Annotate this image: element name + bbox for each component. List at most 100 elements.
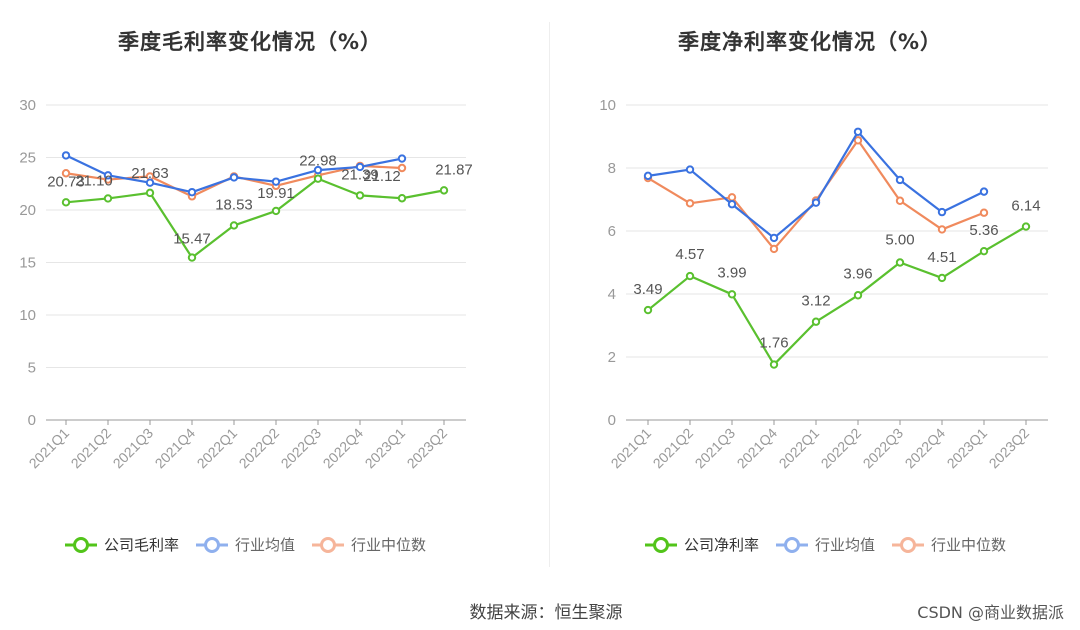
y-tick-label: 6 (608, 223, 616, 240)
data-label: 3.12 (801, 293, 830, 310)
y-tick-label: 5 (28, 360, 36, 377)
x-tick-label: 2022Q1 (194, 425, 241, 472)
y-tick-label: 2 (608, 349, 616, 366)
data-label: 3.96 (843, 265, 872, 282)
legend-label: 行业中位数 (351, 536, 427, 554)
data-label: 6.14 (1011, 198, 1040, 215)
data-point (685, 199, 695, 208)
legend-label: 行业均值 (235, 536, 296, 554)
data-label: 3.49 (633, 281, 662, 298)
data-point (895, 196, 905, 205)
legend-label: 行业均值 (815, 536, 876, 554)
data-point (811, 317, 821, 326)
data-point (727, 193, 737, 202)
data-point (397, 154, 407, 163)
x-tick-label: 2023Q2 (404, 425, 451, 472)
data-point (187, 187, 197, 197)
legend-line-marker-icon (312, 536, 345, 553)
legend-item-industry-mean[interactable]: 行业均值 (195, 534, 295, 555)
y-tick-label: 10 (599, 97, 616, 114)
x-tick-label: 2022Q4 (320, 425, 367, 472)
data-label: 21.10 (75, 172, 113, 189)
x-tick-label: 2022Q3 (278, 425, 325, 472)
series-line (647, 130, 985, 240)
legend-line-marker-icon (776, 536, 809, 553)
panel-divider (549, 22, 550, 567)
data-label: 20.73 (47, 173, 85, 190)
data-label: 19.91 (257, 185, 295, 202)
data-label: 1.76 (759, 335, 788, 352)
x-tick-label: 2021Q3 (110, 425, 157, 472)
legend-item-industry-median[interactable]: 行业中位数 (311, 534, 426, 555)
net-margin-panel: 季度净利率变化情况（%） 0 2 4 6 8 10 2021Q1 2021Q2 2021Q3 20… (540, 0, 1080, 590)
data-point (61, 151, 71, 160)
chart-title: 季度净利率变化情况（%） (677, 30, 943, 54)
data-point (397, 163, 407, 173)
legend-line-marker-icon (645, 536, 677, 553)
y-tick-label: 10 (19, 307, 36, 324)
data-label: 5.36 (969, 222, 998, 239)
x-tick-label: 2021Q2 (68, 425, 115, 472)
data-label: 21.39 (341, 166, 379, 183)
chart-legend: 公司毛利率 行业均值 行业中位数 (64, 534, 426, 555)
data-point (313, 165, 323, 175)
data-point (145, 178, 155, 187)
x-tick-label: 2022Q4 (902, 425, 949, 472)
x-tick-label: 2021Q1 (608, 425, 655, 472)
data-point (769, 244, 779, 254)
gross-margin-panel: 季度毛利率变化情况（%） 0 5 10 15 20 25 30 2021Q1 2021Q2 202… (0, 0, 540, 590)
data-point (271, 206, 281, 216)
data-label: 18.53 (215, 196, 253, 213)
data-label: 21.63 (131, 165, 169, 182)
chart-legend: 公司净利率 行业均值 行业中位数 (644, 534, 1006, 555)
data-point (61, 198, 71, 207)
chart-title: 季度毛利率变化情况（%） (117, 30, 383, 54)
legend-label: 公司净利率 (684, 536, 760, 554)
data-point (313, 174, 323, 183)
legend-item-company[interactable]: 公司毛利率 (64, 534, 179, 555)
data-label: 21.87 (435, 161, 473, 178)
x-tick-label: 2022Q2 (236, 425, 283, 472)
x-tick-label: 2023Q1 (362, 425, 409, 472)
data-point (853, 291, 863, 300)
y-tick-label: 0 (608, 412, 616, 429)
data-point (103, 194, 113, 203)
legend-item-industry-median[interactable]: 行业中位数 (891, 534, 1006, 555)
data-point (439, 186, 449, 195)
data-point (229, 221, 239, 230)
y-tick-label: 20 (19, 202, 36, 219)
data-point (853, 127, 863, 136)
data-point (979, 246, 989, 256)
x-tick-label: 2022Q2 (818, 425, 865, 472)
legend-item-industry-mean[interactable]: 行业均值 (775, 534, 875, 555)
legend-line-marker-icon (892, 536, 925, 553)
x-tick-label: 2023Q2 (986, 425, 1033, 472)
data-point (811, 198, 821, 207)
data-label: 3.99 (717, 264, 746, 281)
legend-line-marker-icon (196, 536, 229, 553)
data-label: 5.00 (885, 232, 914, 249)
data-label: 15.47 (173, 231, 211, 248)
series-line (647, 139, 985, 251)
data-point (895, 258, 905, 267)
data-point (643, 171, 653, 181)
data-point (103, 171, 113, 180)
data-point (229, 173, 239, 182)
series-line (647, 225, 1027, 366)
data-point (727, 200, 737, 209)
data-point (397, 194, 407, 203)
x-tick-label: 2023Q1 (944, 425, 991, 472)
data-point (61, 169, 71, 178)
legend-label: 行业中位数 (931, 536, 1007, 554)
data-point (355, 162, 365, 172)
data-label: 4.57 (675, 246, 704, 263)
data-label: 22.98 (299, 153, 337, 170)
data-point (271, 177, 281, 186)
legend-item-company[interactable]: 公司净利率 (644, 534, 759, 555)
x-tick-label: 2021Q4 (734, 425, 781, 472)
data-point (979, 208, 989, 217)
data-label: 4.51 (927, 249, 956, 266)
x-tick-label: 2021Q3 (692, 425, 739, 472)
y-tick-label: 15 (19, 255, 36, 272)
x-tick-label: 2022Q3 (860, 425, 907, 472)
